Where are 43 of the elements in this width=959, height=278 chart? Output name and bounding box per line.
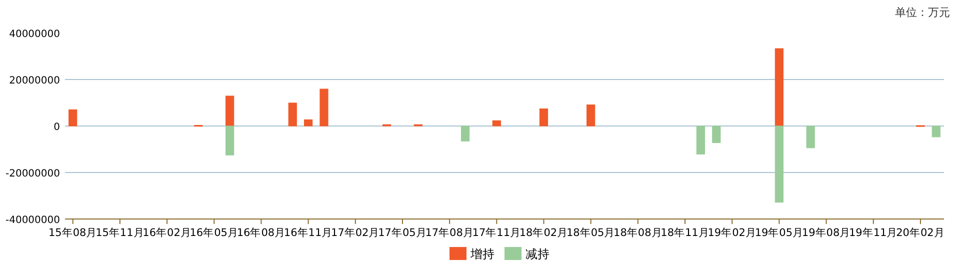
y-tick-label: 0 — [54, 122, 60, 133]
bar — [932, 126, 940, 138]
legend-label: 减持 — [526, 247, 550, 261]
y-tick-label: -40000000 — [5, 215, 60, 226]
x-tick-label: 19年02月 — [708, 227, 756, 239]
x-tick-label: 15年08月 — [48, 227, 98, 239]
bar — [288, 102, 297, 126]
x-tick-label: 16年05月 — [190, 227, 238, 239]
x-tick-label: 20年02月 — [896, 227, 945, 239]
x-tick-label: 16年02月 — [142, 227, 192, 239]
x-tick-label: 18年08月 — [614, 227, 662, 239]
x-tick-label: 19年05月 — [754, 227, 804, 239]
x-tick-label: 18年11月 — [660, 227, 710, 239]
bar — [304, 119, 313, 126]
x-tick-label: 17年08月 — [425, 227, 474, 239]
x-tick-label: 18年02月 — [519, 227, 568, 239]
bar — [586, 104, 596, 126]
bar — [226, 126, 234, 156]
y-tick-label: 20000000 — [9, 76, 60, 86]
bar — [806, 126, 815, 148]
x-tick-label: 17年02月 — [331, 227, 380, 239]
bar — [774, 126, 784, 203]
bar — [460, 126, 470, 142]
x-tick-label: 16年08月 — [236, 227, 286, 239]
x-tick-label: 16年11月 — [284, 227, 333, 239]
bar — [492, 120, 501, 126]
bar — [68, 109, 78, 126]
legend-label: 增持 — [470, 247, 494, 261]
x-tick-label: 17年11月 — [472, 227, 522, 239]
bar — [696, 126, 706, 154]
y-tick-label: -20000000 — [5, 168, 60, 180]
bar — [712, 126, 721, 144]
bar — [774, 48, 784, 126]
y-tick-label: 40000000 — [9, 29, 60, 40]
x-tick-label: 15年11月 — [96, 227, 144, 239]
text: 单位：万元 — [895, 6, 950, 19]
bar — [226, 96, 234, 126]
bar — [320, 88, 328, 126]
x-tick-label: 19年08月 — [802, 227, 851, 239]
x-tick-label: 19年11月 — [849, 227, 898, 239]
x-tick-label: 18年05月 — [566, 227, 616, 239]
bar — [539, 108, 548, 126]
x-tick-label: 17年05月 — [378, 227, 427, 239]
